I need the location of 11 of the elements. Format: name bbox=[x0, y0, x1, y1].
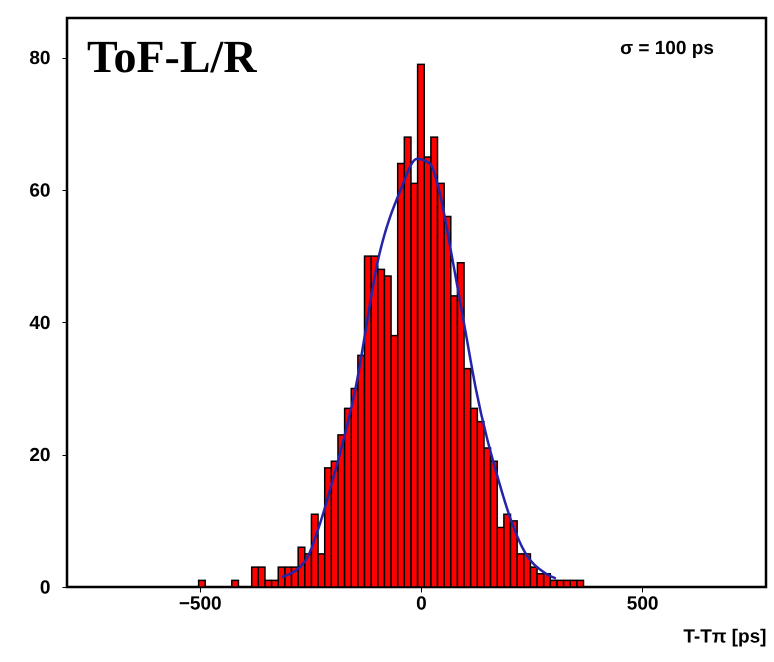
x-tick-label: 0 bbox=[416, 594, 427, 614]
x-axis-title: T-Tπ [ps] bbox=[683, 626, 766, 648]
y-tick-label: 20 bbox=[29, 445, 50, 466]
annotation: σ = 100 ps bbox=[620, 38, 714, 59]
y-tick-label: 0 bbox=[40, 578, 50, 598]
x-tick-label: −500 bbox=[178, 594, 222, 614]
annotation: ToF-L/R bbox=[87, 31, 258, 82]
x-tick-label: 500 bbox=[626, 594, 658, 614]
y-tick-label: 60 bbox=[29, 180, 50, 202]
y-tick-label: 40 bbox=[29, 312, 50, 334]
y-tick-label: 80 bbox=[29, 48, 50, 70]
